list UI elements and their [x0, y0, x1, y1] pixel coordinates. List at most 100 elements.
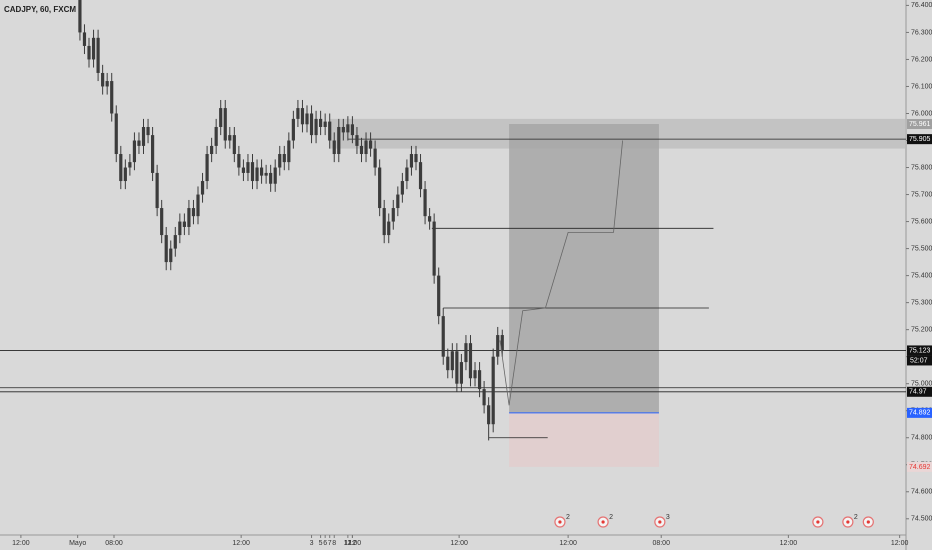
- candle-body: [105, 81, 109, 87]
- profit-zone: [509, 124, 659, 413]
- x-tick-label: 12: [349, 540, 357, 547]
- candle-body: [287, 140, 291, 163]
- candle-body: [141, 126, 146, 146]
- candle-body: [496, 335, 500, 357]
- price-label: 74.892: [909, 410, 931, 417]
- y-tick-label: 75.300: [911, 299, 932, 306]
- candle-body: [255, 167, 259, 182]
- candle-body: [418, 162, 423, 190]
- candle-body: [160, 208, 164, 236]
- candle-body: [228, 135, 232, 141]
- candle-body: [414, 154, 418, 163]
- x-tick-label: 08:00: [105, 540, 123, 547]
- candle-body: [423, 189, 427, 217]
- candle-body: [132, 140, 137, 163]
- candle-body: [259, 167, 264, 176]
- candle-body: [300, 108, 305, 125]
- candle-body: [314, 118, 318, 136]
- candle-body: [350, 124, 355, 136]
- candle-body: [164, 235, 168, 263]
- candle-body: [378, 167, 382, 209]
- candle-body: [382, 208, 386, 236]
- candle-body: [437, 275, 441, 317]
- candle-body: [264, 172, 268, 176]
- candle-body: [332, 140, 336, 155]
- y-tick-label: 75.500: [911, 245, 932, 252]
- candle-body: [96, 37, 100, 73]
- candle-body: [477, 370, 482, 390]
- candle-body: [91, 37, 96, 60]
- candle-body: [491, 356, 495, 425]
- x-tick-label: 8: [332, 540, 336, 547]
- candle-body: [396, 194, 400, 209]
- candle-body: [128, 162, 132, 168]
- y-tick-label: 75.400: [911, 272, 932, 279]
- y-tick-label: 75.700: [911, 191, 932, 198]
- price-label: 75.123: [909, 347, 931, 354]
- y-tick-label: 76.200: [911, 56, 932, 63]
- y-tick-label: 76.000: [911, 110, 932, 117]
- candle-body: [101, 72, 105, 87]
- candle-body: [346, 124, 350, 133]
- event-count: 2: [566, 514, 570, 521]
- event-count: 2: [609, 514, 613, 521]
- x-tick-label: 12:00: [780, 540, 798, 547]
- y-tick-label: 75.800: [911, 164, 932, 171]
- y-tick-label: 76.400: [911, 2, 932, 9]
- event-count: 2: [854, 514, 858, 521]
- candle-body: [219, 108, 223, 127]
- candle-body: [373, 148, 377, 168]
- y-tick-label: 76.100: [911, 83, 932, 90]
- loss-zone: [509, 412, 659, 467]
- candle-body: [200, 181, 205, 195]
- candle-body: [250, 162, 255, 182]
- countdown: 52:07: [910, 357, 928, 364]
- candle-body: [305, 113, 309, 125]
- candle-body: [269, 172, 273, 184]
- candle-body: [187, 208, 191, 227]
- candle-body: [500, 335, 504, 351]
- candle-body: [341, 126, 345, 133]
- y-tick-label: 75.600: [911, 218, 932, 225]
- price-label-box: [907, 461, 932, 472]
- price-label-box: [907, 119, 932, 130]
- candle-body: [137, 140, 141, 146]
- y-tick-label: 75.200: [911, 326, 932, 333]
- event-count: 3: [666, 514, 670, 521]
- x-tick-label: 08:00: [652, 540, 670, 547]
- price-label: 74.692: [909, 464, 931, 471]
- candle-body: [123, 167, 127, 182]
- candle-body: [178, 221, 182, 236]
- y-tick-label: 74.800: [911, 435, 932, 442]
- candle-body: [241, 167, 246, 173]
- price-label: 75.961: [909, 121, 931, 128]
- candle-body: [355, 135, 359, 146]
- candle-body: [323, 121, 327, 127]
- candle-body: [482, 389, 486, 406]
- price-label-box: [907, 386, 932, 397]
- countdown-box: [907, 355, 932, 366]
- x-tick-label: 12:00: [450, 540, 468, 547]
- x-tick-label: 6: [323, 540, 327, 547]
- candle-body: [232, 135, 236, 155]
- event-dot: [558, 520, 562, 524]
- candle-body: [309, 113, 314, 136]
- y-tick-label: 75.000: [911, 381, 932, 388]
- candle-body: [205, 154, 209, 182]
- candle-body: [82, 32, 87, 46]
- candle-body: [214, 126, 218, 146]
- candle-body: [432, 221, 436, 276]
- candle-body: [119, 154, 123, 182]
- x-tick-label: 7: [328, 540, 332, 547]
- candle-body: [364, 140, 368, 155]
- candle-body: [110, 81, 114, 114]
- price-label-box: [907, 134, 932, 145]
- x-tick-label: Mayo: [69, 540, 86, 547]
- x-tick-label: 12:00: [891, 540, 909, 547]
- candle-body: [146, 126, 150, 136]
- price-label: 75.905: [909, 136, 931, 143]
- price-label-box: [907, 407, 932, 418]
- candle-body: [450, 351, 454, 371]
